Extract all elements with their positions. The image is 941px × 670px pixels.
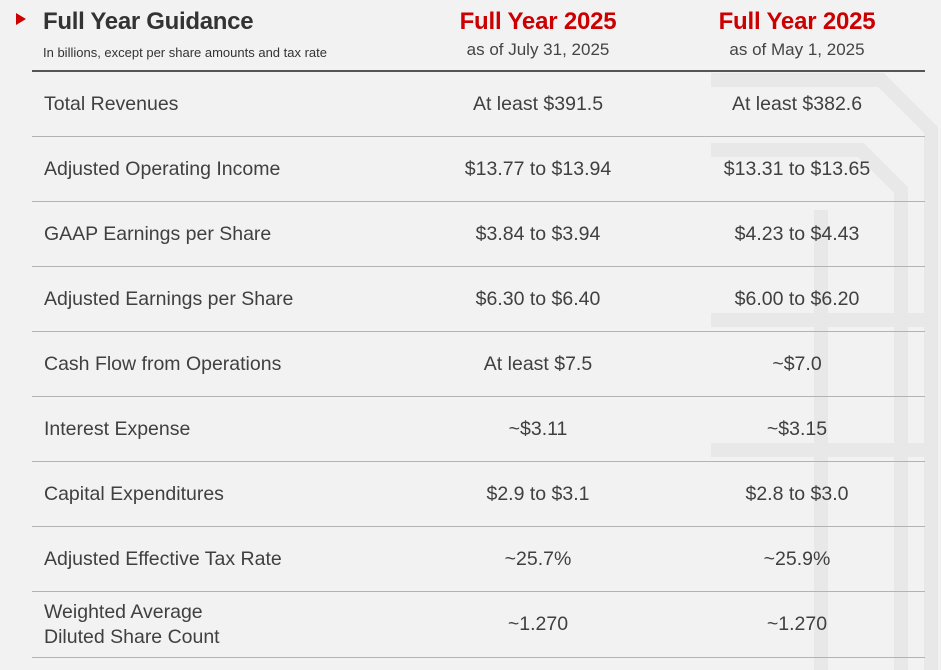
value-may: $4.23 to $4.43: [734, 222, 860, 245]
table-row: Adjusted Earnings per Share $6.30 to $6.…: [32, 267, 925, 332]
table-row: Adjusted Operating Income $13.77 to $13.…: [32, 137, 925, 202]
value-july: At least $7.5: [483, 352, 593, 375]
value-july: ~25.7%: [504, 547, 572, 570]
value-may: ~1.270: [766, 613, 828, 635]
column-header-may: Full Year 2025 as of May 1, 2025: [677, 8, 917, 60]
value-may: $2.8 to $3.0: [745, 482, 849, 505]
column-as-of: as of July 31, 2025: [466, 40, 610, 59]
table-row: Total Revenues At least $391.5 At least …: [32, 72, 925, 137]
row-label: Adjusted Effective Tax Rate: [44, 547, 282, 570]
row-label: Total Revenues: [44, 92, 179, 115]
row-label-line: Diluted Share Count: [44, 625, 220, 648]
column-year: Full Year 2025: [718, 8, 876, 35]
table-header: Full Year Guidance In billions, except p…: [0, 0, 941, 72]
table-row: Interest Expense ~$3.11 ~$3.15: [32, 397, 925, 462]
row-label: Interest Expense: [44, 417, 191, 440]
value-july: ~$3.11: [508, 417, 568, 440]
triangle-bullet-icon: [16, 13, 26, 25]
value-may: ~25.9%: [763, 547, 831, 570]
value-july: $13.77 to $13.94: [464, 157, 612, 180]
table-row: GAAP Earnings per Share $3.84 to $3.94 $…: [32, 202, 925, 267]
row-label: Capital Expenditures: [44, 482, 224, 505]
value-may: $6.00 to $6.20: [734, 287, 860, 310]
table-row: Cash Flow from Operations At least $7.5 …: [32, 332, 925, 397]
guidance-table: Total Revenues At least $391.5 At least …: [32, 72, 925, 658]
column-year: Full Year 2025: [459, 8, 617, 35]
value-may: ~$7.0: [772, 352, 822, 375]
header-divider: [32, 70, 925, 72]
row-label: Cash Flow from Operations: [44, 352, 282, 375]
row-label: Adjusted Earnings per Share: [44, 287, 294, 310]
value-may: At least $382.6: [731, 92, 863, 115]
table-row: Capital Expenditures $2.9 to $3.1 $2.8 t…: [32, 462, 925, 527]
value-may: $13.31 to $13.65: [723, 157, 871, 180]
row-label-line: Weighted Average: [44, 600, 203, 623]
table-row: Weighted Average Diluted Share Count ~1.…: [32, 592, 925, 658]
value-may: ~$3.15: [766, 417, 828, 440]
table-row: Adjusted Effective Tax Rate ~25.7% ~25.9…: [32, 527, 925, 592]
column-as-of: as of May 1, 2025: [729, 40, 865, 59]
value-july: $3.84 to $3.94: [475, 222, 601, 245]
row-label: GAAP Earnings per Share: [44, 222, 272, 245]
value-july: ~1.270: [507, 613, 569, 635]
row-label: Weighted Average Diluted Share Count: [44, 592, 424, 657]
page-title: Full Year Guidance: [43, 8, 254, 35]
column-header-july: Full Year 2025 as of July 31, 2025: [418, 8, 658, 60]
value-july: $2.9 to $3.1: [486, 482, 590, 505]
value-july: $6.30 to $6.40: [475, 287, 601, 310]
row-label: Adjusted Operating Income: [44, 157, 281, 180]
value-july: At least $391.5: [472, 92, 604, 115]
units-note: In billions, except per share amounts an…: [43, 45, 327, 60]
